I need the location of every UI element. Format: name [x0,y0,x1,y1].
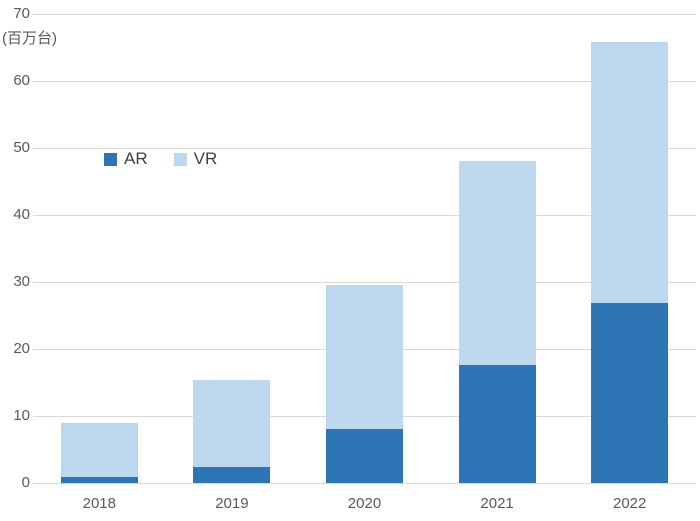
gridline-60 [33,80,696,82]
bar-segment-vr-2019 [193,379,271,467]
bar-segment-ar-2021 [458,365,536,483]
bar-segment-vr-2022 [591,42,669,303]
gridline-0 [33,482,696,484]
y-tick-label-60: 60 [13,72,30,89]
bar-stack-2021 [458,160,536,483]
x-tick-label-2019: 2019 [215,495,249,512]
ar-legend-label: AR [124,149,148,168]
x-axis-labels: 2018 2019 2020 2021 2022 [33,495,696,512]
legend-item-vr: VR [173,149,218,169]
gridline-40 [33,214,696,216]
x-tick-label-2021: 2021 [480,495,514,512]
bar-stack-2018 [60,423,138,483]
y-tick-label-10: 10 [13,407,30,424]
x-tick-label-2022: 2022 [612,495,647,512]
gridline-50 [33,147,696,149]
bar-column-2022 [563,14,696,483]
bar-segment-vr-2021 [458,160,536,366]
y-tick-label-40: 40 [13,206,30,223]
bar-column-2019 [166,14,299,483]
bars-layer [33,14,696,483]
x-tick-label-2018: 2018 [82,495,116,512]
y-tick-label-20: 20 [13,340,30,357]
y-axis-unit-label: (百万台) [2,30,57,47]
y-tick-label-70: 70 [13,5,30,22]
plot-area [33,13,696,484]
vr-legend-swatch-icon [173,152,187,166]
bar-segment-vr-2020 [325,284,403,429]
bar-segment-ar-2018 [60,477,138,483]
y-tick-label-50: 50 [13,139,30,156]
legend: AR VR [104,149,217,169]
bar-column-2018 [33,14,166,483]
vr-legend-label: VR [193,149,218,168]
bar-stack-2022 [591,42,669,483]
bar-column-2021 [431,14,564,483]
bar-segment-ar-2019 [193,466,271,483]
gridline-70 [33,13,696,15]
bar-stack-2019 [193,379,271,483]
bar-segment-vr-2018 [60,423,138,477]
y-tick-label-0: 0 [21,474,30,491]
bar-column-2020 [298,14,431,483]
ar-legend-swatch-icon [104,152,117,166]
legend-item-ar: AR [104,149,148,169]
gridline-30 [33,281,696,283]
bar-segment-ar-2022 [591,302,669,483]
bar-segment-ar-2020 [325,428,403,483]
bar-stack-2020 [325,284,403,483]
x-tick-label-2020: 2020 [347,495,382,512]
y-tick-label-30: 30 [13,273,30,290]
